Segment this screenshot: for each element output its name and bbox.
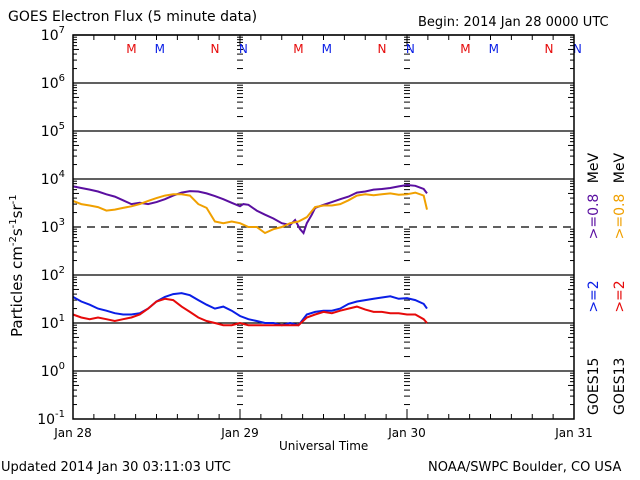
y-tick-base: 10 [41,28,59,44]
begin-time: Begin: 2014 Jan 28 0000 UTC [418,15,609,30]
y-axis-label-s: s [8,228,26,237]
marker-label: M [126,42,136,56]
series-line [72,297,428,327]
marker-label: M [460,42,470,56]
y-tick-label: 106 [41,73,65,92]
marker-label: N [377,42,386,56]
legend-col-goes13: GOES13 >=2 >=0.8 MeV [612,153,628,415]
series-line [72,292,428,327]
marker-label: N [544,42,553,56]
y-axis-label: Particles cm-2s-1sr-1 [8,194,26,337]
marker-label: M [322,42,332,56]
legend-mev-1: MeV [586,152,602,184]
y-tick-exp: 3 [59,217,65,228]
legend-goes15-2mev: >=2 [586,280,602,313]
x-tick-label: Jan 28 [53,426,92,440]
x-tick-labels: Jan 28 Jan 29 Jan 30 Jan 31 [53,426,593,440]
y-axis-label-exp3: -1 [8,194,19,205]
marker-label: N [406,42,415,56]
grid-lines [73,34,574,372]
y-tick-base: 10 [41,124,59,140]
y-axis-label-base: Particles cm [8,246,26,337]
y-tick-exp: 2 [59,265,65,276]
y-tick-exp: 4 [59,169,65,180]
legend-goes13-08mev: >=0.8 [612,193,628,240]
y-tick-label: 100 [41,361,65,380]
legend-goes15: GOES15 [586,357,602,415]
y-tick-label: 10-1 [37,409,65,428]
y-tick-exp: 0 [59,361,65,372]
y-tick-label: 102 [41,265,65,284]
y-tick-base: 10 [41,220,59,236]
legend-mev-2: MeV [612,152,628,184]
y-tick-label: 105 [41,121,65,140]
x-tick-label: Jan 30 [387,426,426,440]
marker-label: N [239,42,248,56]
x-tick-label: Jan 31 [554,426,593,440]
legend-goes15-08mev: >=0.8 [586,193,602,240]
y-tick-label: 107 [41,25,65,44]
x-tick-label: Jan 29 [220,426,259,440]
y-tick-label: 101 [41,313,65,332]
y-tick-exp: 7 [59,25,65,36]
marker-label: M [293,42,303,56]
y-tick-base: 10 [41,268,59,284]
y-tick-exp: 5 [59,121,65,132]
y-tick-base: 10 [41,316,59,332]
y-tick-exp: 1 [59,313,65,324]
legend-goes13: GOES13 [612,357,628,415]
y-tick-exp: 6 [59,73,65,84]
credit: NOAA/SWPC Boulder, CO USA [428,460,622,475]
plot-frame [72,34,575,420]
y-tick-base: 10 [37,412,55,428]
y-tick-base: 10 [41,172,59,188]
x-axis-label: Universal Time [279,439,369,453]
y-tick-base: 10 [41,76,59,92]
marker-label: N [573,42,582,56]
y-axis-label-exp1: -2 [8,236,19,247]
marker-label: M [489,42,499,56]
legend-col-goes15: GOES15 >=2 >=0.8 MeV [586,153,602,415]
marker-label: N [210,42,219,56]
legend-goes13-2mev: >=2 [612,280,628,313]
data-series [72,183,428,327]
series-line [72,191,428,235]
y-axis-label-sr: sr [8,204,26,219]
y-tick-exp: -1 [55,409,65,420]
updated-time: Updated 2014 Jan 30 03:11:03 UTC [1,460,231,475]
y-tick-label: 103 [41,217,65,236]
marker-label: M [155,42,165,56]
y-axis-label-exp2: -1 [8,218,19,229]
y-tick-label: 104 [41,169,65,188]
y-tick-base: 10 [41,364,59,380]
chart-title: GOES Electron Flux (5 minute data) [8,9,258,25]
series-line [72,183,428,235]
